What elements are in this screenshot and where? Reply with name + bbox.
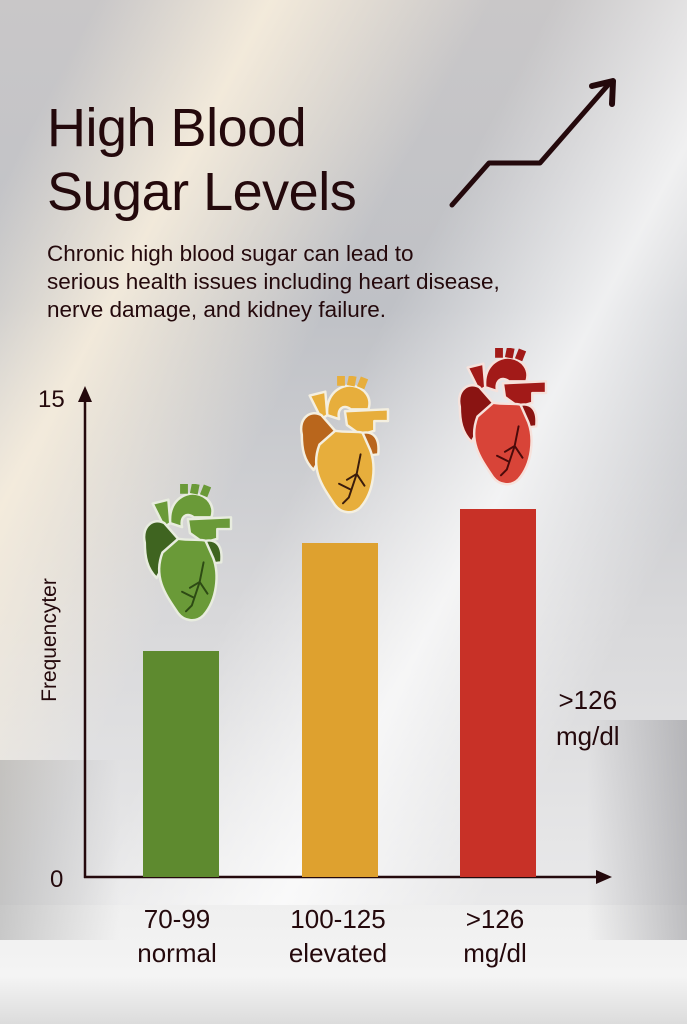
- x-category-range: >126: [465, 904, 525, 934]
- high-threshold-annotation: >126 mg/dl: [556, 682, 620, 754]
- annotation-line-1: >126: [558, 685, 618, 715]
- y-tick-zero: 0: [50, 866, 64, 893]
- x-category-desc: mg/dl: [463, 938, 527, 968]
- bar-normal: [143, 651, 219, 877]
- subtitle-line-3: nerve damage, and kidney failure.: [47, 297, 386, 322]
- background-shadow-left: [0, 760, 120, 940]
- x-category-normal: 70-99 normal: [107, 902, 247, 970]
- x-category-desc: normal: [137, 938, 217, 968]
- heart-icon-high: [457, 348, 548, 486]
- bar-elevated: [302, 543, 378, 877]
- x-category-desc: elevated: [288, 938, 388, 968]
- page-title: High Blood Sugar Levels: [47, 96, 357, 224]
- subtitle-line-2: serious health issues including heart di…: [47, 269, 500, 294]
- heart-icon-elevated: [299, 376, 390, 514]
- annotation-line-2: mg/dl: [556, 721, 620, 751]
- x-category-range: 100-125: [290, 904, 386, 934]
- x-category-elevated: 100-125 elevated: [268, 902, 408, 970]
- y-tick-max: 15: [38, 386, 65, 413]
- title-line-1: High Blood: [47, 98, 307, 158]
- subtitle: Chronic high blood sugar can lead to ser…: [47, 240, 647, 324]
- background-floor: [0, 905, 687, 1024]
- x-category-high: >126 mg/dl: [425, 902, 565, 970]
- y-axis-arrow-icon: [78, 386, 92, 402]
- heart-icon-normal: [142, 484, 233, 622]
- bar-high: [460, 509, 536, 877]
- x-axis-arrow-icon: [596, 870, 612, 884]
- x-category-range: 70-99: [143, 904, 211, 934]
- y-axis-label: Frequencyter: [38, 578, 61, 702]
- subtitle-line-1: Chronic high blood sugar can lead to: [47, 241, 414, 266]
- background-shadow-right: [587, 720, 687, 940]
- trend-up-arrow-icon: [449, 78, 616, 208]
- title-line-2: Sugar Levels: [47, 162, 357, 222]
